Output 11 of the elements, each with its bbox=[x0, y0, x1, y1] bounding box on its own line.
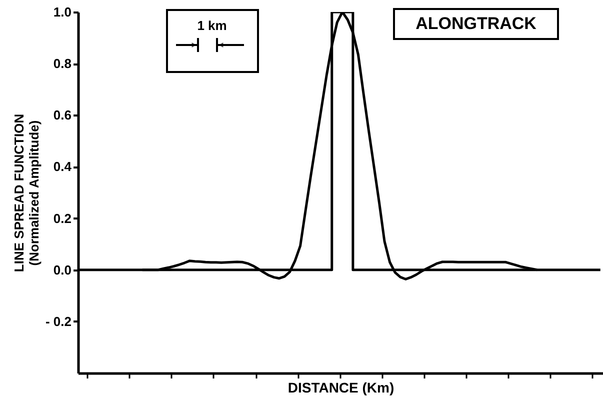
y-tick-label: - 0.2 bbox=[45, 314, 72, 329]
x-axis-title: DISTANCE (Km) bbox=[288, 379, 394, 396]
y-tick-label: 0.6 bbox=[53, 108, 72, 123]
y-tick-label: 0.4 bbox=[53, 159, 72, 174]
y-tick-label: 0.0 bbox=[53, 262, 72, 278]
y-tick-label: 0.8 bbox=[53, 56, 72, 72]
y-axis-title: LINE SPREAD FUNCTION (Normalized Amplitude) bbox=[11, 114, 42, 272]
y-tick-label: 0.2 bbox=[53, 210, 72, 226]
y-tick-label: 1.0 bbox=[53, 4, 72, 20]
annotation: ALONGTRACK bbox=[416, 14, 538, 33]
annotation: 1 km bbox=[197, 18, 227, 33]
